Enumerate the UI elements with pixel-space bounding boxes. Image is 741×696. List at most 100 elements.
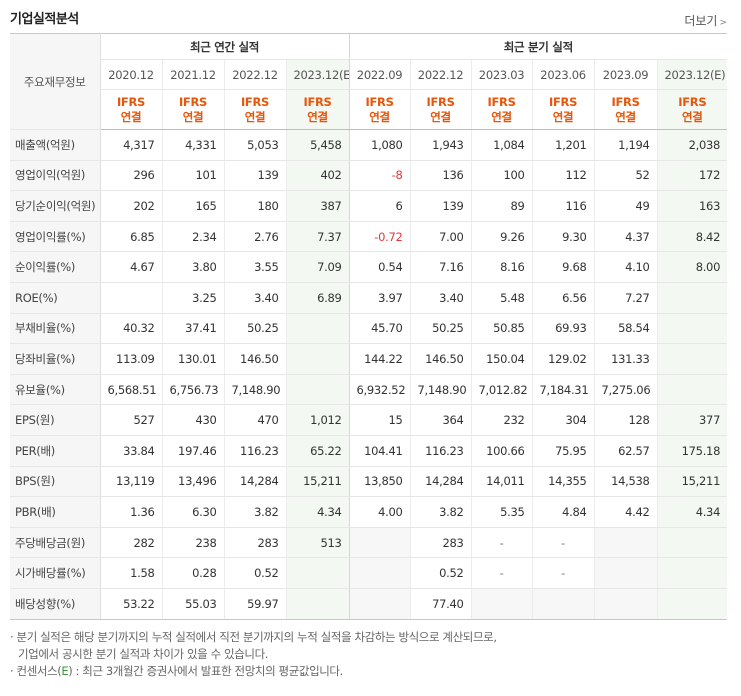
ifrs-label: IFRS: [426, 94, 455, 109]
ifrs-label: IFRS: [116, 94, 146, 109]
table-cell: 14,284: [223, 466, 286, 498]
table-cell: 150.04: [470, 343, 533, 375]
table-cell: 6,756.73: [161, 374, 224, 406]
table-cell: 75.95: [531, 435, 595, 467]
group-annual: 최근 연간 실적: [100, 33, 350, 60]
table-cell: 402: [285, 160, 350, 192]
table-cell: 104.41: [348, 435, 411, 467]
table-cell: 282: [100, 527, 162, 559]
section-title: 기업실적분석: [10, 12, 79, 27]
table-cell: 7,148.90: [223, 374, 286, 406]
table-cell: 4.34: [656, 496, 728, 528]
table-cell: 13,850: [348, 466, 411, 498]
table-cell: [656, 588, 728, 620]
row-label: 당좌비율(%): [10, 343, 101, 375]
table-cell: 50.85: [470, 313, 533, 345]
table-cell: [100, 281, 162, 314]
table-cell: 3.55: [223, 251, 286, 283]
table-cell: 7,148.90: [409, 374, 472, 406]
ifrs-label: IFRS: [240, 94, 270, 109]
table-cell: 6,932.52: [348, 374, 411, 406]
table-cell: 232: [470, 404, 533, 436]
table-cell: 37.41: [161, 313, 224, 345]
footnotes: · 분기 실적은 해당 분기까지의 누적 실적에서 직전 분기까지의 누적 실적…: [10, 629, 497, 680]
table-cell: 4.42: [593, 496, 658, 528]
table-row: 영업이익(억원) 296 101 139 402 -8 136 100 112 52 172: [10, 160, 728, 192]
table-cell: 1,012: [285, 404, 350, 436]
table-cell: 1.36: [100, 496, 162, 528]
ifrs-label: IFRS: [487, 94, 516, 109]
table-cell: 3.40: [223, 281, 286, 314]
ifrs-label: IFRS: [303, 94, 332, 109]
table-cell: 7.37: [285, 221, 350, 253]
table-row: 매출액(억원) 4,317 4,331 5,053 5,458 1,080 1,943 1,0…: [10, 129, 728, 161]
table-cell: -: [531, 527, 595, 559]
table-cell: 197.46: [161, 435, 224, 467]
table-cell: 5,053: [223, 129, 286, 161]
table-cell: 0.52: [409, 557, 472, 589]
consolidated-label: 연결: [430, 109, 451, 124]
table-cell: 527: [100, 404, 162, 436]
footnote-2-suffix: ) : 최근 3개월간 증권사에서 발표한 전망치의 평균값입니다.: [68, 664, 343, 678]
table-cell: 131.33: [593, 343, 658, 375]
ifrs-header: IFRS 연결: [409, 89, 472, 130]
table-cell: 77.40: [409, 588, 472, 620]
row-label: BPS(원): [10, 466, 101, 498]
table-cell: 14,538: [593, 466, 658, 498]
period-header: 2022.12: [223, 59, 286, 90]
consolidated-label: 연결: [552, 109, 574, 124]
table-cell: 14,284: [409, 466, 472, 498]
table-cell: 175.18: [656, 435, 728, 467]
table-cell: 65.22: [285, 435, 350, 467]
table-row: 시가배당률(%) 1.58 0.28 0.52 0.52- -: [10, 557, 728, 589]
table-cell: 136: [409, 160, 472, 192]
table-cell: 4.00: [348, 496, 411, 528]
table-cell: 15,211: [285, 466, 350, 498]
table-cell: 6.30: [161, 496, 224, 528]
row-label: 영업이익(억원): [10, 160, 101, 192]
period-header: 2023.12(E): [656, 59, 728, 90]
period-header: 2023.03: [470, 59, 533, 90]
row-label: PBR(배): [10, 496, 101, 528]
table-row: 순이익률(%) 4.67 3.80 3.55 7.09 0.54 7.16 8.16 9.68 4…: [10, 251, 728, 283]
table-row: 배당성향(%) 53.22 55.03 59.97 77.40: [10, 588, 728, 620]
table-cell: 1,201: [531, 129, 595, 161]
table-cell: 40.32: [100, 313, 162, 345]
ifrs-header: IFRS 연결: [348, 89, 411, 130]
table-cell: 387: [285, 190, 350, 222]
consolidated-label: 연결: [120, 109, 142, 124]
table-cell: 101: [161, 160, 224, 192]
table-row: 부채비율(%) 40.32 37.41 50.25 45.70 50.25 50.85 69.…: [10, 313, 728, 345]
table-cell: 2.34: [161, 221, 224, 253]
table-cell: 50.25: [223, 313, 286, 345]
table-cell: [348, 527, 411, 559]
table-cell: 0.28: [161, 557, 224, 589]
row-label: 순이익률(%): [10, 251, 101, 283]
row-label: EPS(원): [10, 404, 101, 436]
table-row: 주당배당금(원) 282 238 283 513 283- -: [10, 527, 728, 559]
table-cell: 1.58: [100, 557, 162, 589]
table-cell: [285, 588, 350, 620]
period-header: 2020.12: [100, 59, 162, 90]
table-cell: 7.09: [285, 251, 350, 283]
table-cell: [285, 557, 350, 589]
table-cell: 163: [656, 190, 728, 222]
table-cell: 116: [531, 190, 595, 222]
table-cell: 52: [593, 160, 658, 192]
table-cell: [285, 374, 350, 406]
row-label: 시가배당률(%): [10, 557, 101, 589]
more-link[interactable]: 더보기 >: [684, 12, 727, 29]
table-cell: 1,084: [470, 129, 533, 161]
consolidated-label: 연결: [369, 109, 390, 124]
table-cell: [656, 374, 728, 406]
table-cell: [285, 313, 350, 345]
table-cell: 2.76: [223, 221, 286, 253]
table-cell: 4.37: [593, 221, 658, 253]
table-cell: 0.52: [223, 557, 286, 589]
consolidated-label: 연결: [244, 109, 266, 124]
period-header: 2022.12: [409, 59, 472, 90]
table-cell: 139: [223, 160, 286, 192]
table-cell: 146.50: [223, 343, 286, 375]
table-cell: 129.02: [531, 343, 595, 375]
footnote-1: · 분기 실적은 해당 분기까지의 누적 실적에서 직전 분기까지의 누적 실적…: [10, 630, 497, 644]
